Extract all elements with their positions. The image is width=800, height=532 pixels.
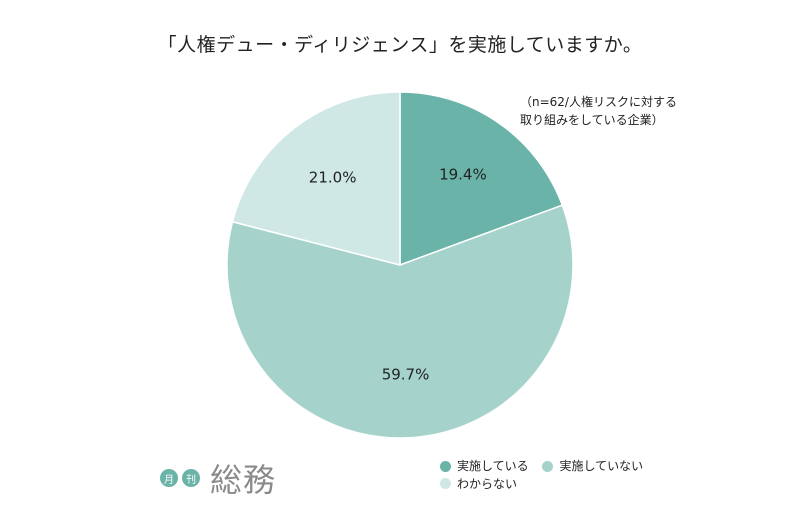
chart-title: 「人権デュー・ディリジェンス」を実施していますか。 <box>157 34 643 56</box>
pie-slice-unknown <box>231 91 401 266</box>
publisher-logo: 月 刊 総務 <box>160 455 276 501</box>
legend-item-implemented: 実施している <box>440 458 529 474</box>
legend-label-unknown: わからない <box>457 476 518 491</box>
pie-label-unknown: 21.0% <box>309 169 357 187</box>
legend-label-not-implemented: 実施していない <box>559 459 644 473</box>
legend-swatch-implemented <box>440 460 451 472</box>
sample-note-line-2: 取り組みをしている企業） <box>520 113 664 127</box>
pie-slice-not-implemented <box>226 204 574 439</box>
sample-note-line-1: （n=62/人権リスクに対する <box>520 95 677 109</box>
pie-label-not-implemented: 59.7% <box>382 365 430 383</box>
logo-badge-month: 月 <box>160 469 178 487</box>
legend-swatch-not-implemented <box>542 460 554 472</box>
legend-swatch-unknown <box>440 478 451 489</box>
logo-wordmark: 総務 <box>210 461 277 499</box>
legend-item-unknown: わからない <box>440 476 517 492</box>
sample-note: （n=62/人権リスクに対する 取り組みをしている企業） <box>520 93 677 129</box>
logo-badge-publication: 刊 <box>182 469 200 487</box>
legend-item-not-implemented: 実施していない <box>542 458 643 474</box>
legend-label-implemented: 実施している <box>457 459 529 473</box>
pie-slices <box>226 91 574 439</box>
pie-label-implemented: 19.4% <box>439 165 487 183</box>
legend: 実施している 実施していない わからない <box>440 458 700 493</box>
pie-slice-labels: 19.4% 59.7% 21.0% <box>309 165 487 383</box>
pie-slice-implemented <box>399 91 564 267</box>
